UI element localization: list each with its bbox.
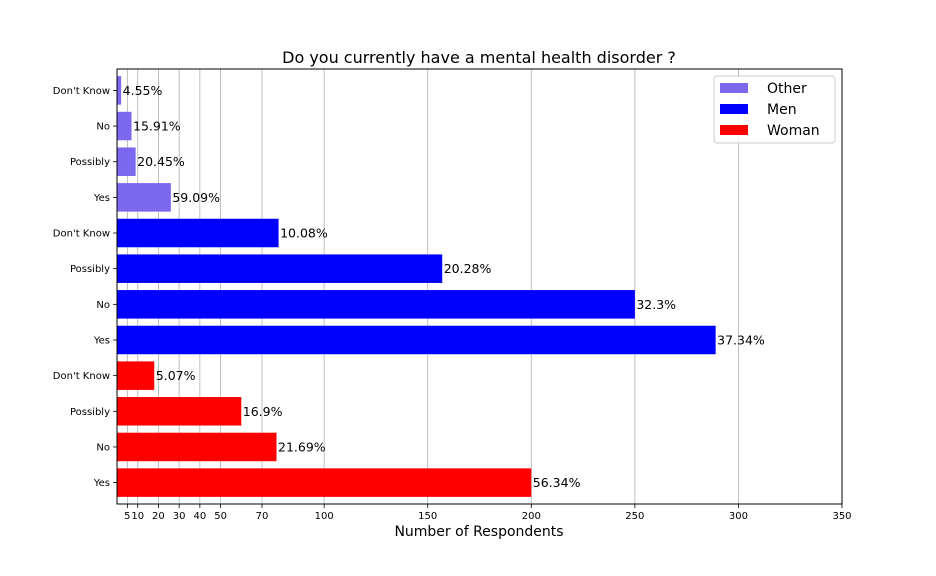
y-tick-label: No — [96, 300, 110, 311]
bar-data-label: 5.07% — [156, 368, 196, 383]
bar-data-label: 59.09% — [172, 190, 220, 205]
x-tick-label: 150 — [418, 511, 437, 522]
plot-frame — [116, 68, 843, 505]
bar — [117, 432, 277, 462]
x-tick-label: 30 — [173, 511, 186, 522]
y-tick-label: Yes — [93, 478, 110, 489]
y-tick-label: No — [96, 442, 110, 453]
y-tick-label: Yes — [93, 193, 110, 204]
y-tick-label: Don't Know — [53, 229, 110, 240]
bar-data-label: 20.28% — [444, 261, 492, 276]
x-tick-label: 250 — [625, 511, 644, 522]
x-tick-label: 40 — [193, 511, 206, 522]
y-tick-label: Don't Know — [53, 371, 110, 382]
bar-data-label: 37.34% — [717, 332, 765, 347]
legend-entry-label: Woman — [767, 123, 820, 139]
legend: Other Men Woman — [713, 75, 836, 144]
bar — [117, 76, 122, 105]
axis-ticks: 5 10 20 30 40 50 70 100 150 200 250 300 350 Don't Kno… — [53, 86, 852, 522]
bar — [117, 183, 171, 212]
x-tick-label: 5 — [124, 511, 130, 522]
y-tick-label: Don't Know — [53, 86, 110, 97]
bar — [117, 147, 136, 176]
y-tick-label: Yes — [93, 335, 110, 346]
bar — [117, 254, 443, 283]
bar-data-label: 10.08% — [280, 226, 328, 241]
x-tick-label: 10 — [131, 511, 144, 522]
x-tick-label: 200 — [522, 511, 541, 522]
x-tick-label: 100 — [315, 511, 334, 522]
bar — [117, 325, 716, 355]
bar-data-label: 15.91% — [133, 119, 181, 134]
chart-title: Do you currently have a mental health di… — [282, 48, 676, 67]
legend-swatch — [720, 83, 748, 93]
legend-swatch — [720, 104, 748, 114]
x-tick-label: 70 — [256, 511, 269, 522]
bar-data-label: 20.45% — [137, 154, 185, 169]
bar-data-label: 32.3% — [636, 297, 676, 312]
y-tick-label: Possibly — [70, 407, 110, 418]
x-axis-label: Number of Respondents — [394, 524, 563, 540]
bar — [117, 468, 532, 497]
bar — [117, 218, 279, 248]
x-tick-label: 50 — [214, 511, 227, 522]
bar — [117, 397, 242, 426]
bar — [117, 111, 132, 141]
bar-data-label: 16.9% — [243, 404, 283, 419]
y-tick-label: Possibly — [70, 157, 110, 168]
bar — [117, 361, 155, 390]
bar-data-label: 4.55% — [123, 83, 163, 98]
y-tick-label: Possibly — [70, 264, 110, 275]
bar-data-label: 21.69% — [278, 439, 326, 454]
legend-entry-label: Men — [767, 102, 797, 118]
legend-swatch — [720, 125, 748, 135]
x-tick-label: 350 — [832, 511, 851, 522]
x-tick-label: 20 — [152, 511, 165, 522]
bars: 4.55% 15.91% 20.45% 59.09% 10.08% 20.28% 32.3%… — [117, 76, 765, 497]
x-tick-label: 300 — [729, 511, 748, 522]
legend-entry-label: Other — [767, 81, 807, 97]
bar — [117, 290, 635, 319]
bar-data-label: 56.34% — [533, 475, 581, 490]
y-tick-label: No — [96, 122, 110, 133]
